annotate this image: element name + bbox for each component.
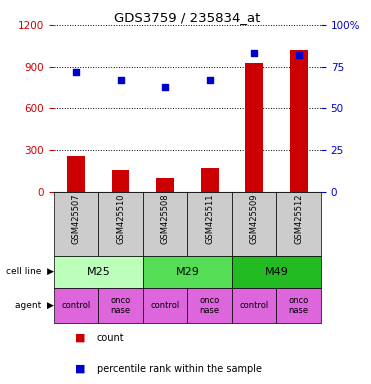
Bar (143, 288, 187, 323)
Text: GSM425512: GSM425512 (294, 194, 303, 244)
Bar (54, 256, 143, 288)
Point (251, 50, 257, 56)
Bar (54, 288, 98, 323)
Text: agent  ▶: agent ▶ (15, 301, 54, 310)
Bar (187, 288, 232, 323)
Text: GSM425510: GSM425510 (116, 194, 125, 244)
Point (118, 77, 124, 83)
Bar (276, 288, 321, 323)
Text: control: control (151, 301, 180, 310)
Text: ■: ■ (75, 364, 86, 374)
Text: M49: M49 (265, 267, 288, 277)
Bar (276, 192, 321, 256)
Bar (143, 192, 187, 256)
Text: percentile rank within the sample: percentile rank within the sample (96, 364, 262, 374)
Bar (54, 192, 98, 256)
Bar (232, 256, 321, 288)
Text: GSM425509: GSM425509 (250, 194, 259, 244)
Text: M25: M25 (86, 267, 110, 277)
Bar (290, 50, 308, 192)
Bar (232, 192, 276, 256)
Text: cell line  ▶: cell line ▶ (6, 267, 54, 276)
Bar (187, 192, 232, 256)
Text: M29: M29 (175, 267, 199, 277)
Title: GDS3759 / 235834_at: GDS3759 / 235834_at (114, 11, 260, 24)
Text: count: count (96, 333, 124, 343)
Bar (156, 178, 174, 192)
Point (73, 69, 79, 75)
Bar (98, 192, 143, 256)
Bar (232, 288, 276, 323)
Point (296, 52, 302, 58)
Text: GSM425508: GSM425508 (161, 194, 170, 245)
Text: onco
nase: onco nase (289, 296, 309, 315)
Text: onco
nase: onco nase (200, 296, 220, 315)
Bar (67, 156, 85, 192)
Text: GSM425511: GSM425511 (205, 194, 214, 244)
Point (207, 77, 213, 83)
Text: GSM425507: GSM425507 (72, 194, 81, 245)
Text: onco
nase: onco nase (111, 296, 131, 315)
Text: control: control (240, 301, 269, 310)
Text: ■: ■ (75, 333, 86, 343)
Text: control: control (62, 301, 91, 310)
Point (162, 84, 168, 90)
Bar (98, 288, 143, 323)
Bar (201, 168, 219, 192)
Bar (143, 256, 232, 288)
Bar (112, 170, 129, 192)
Bar (245, 63, 263, 192)
